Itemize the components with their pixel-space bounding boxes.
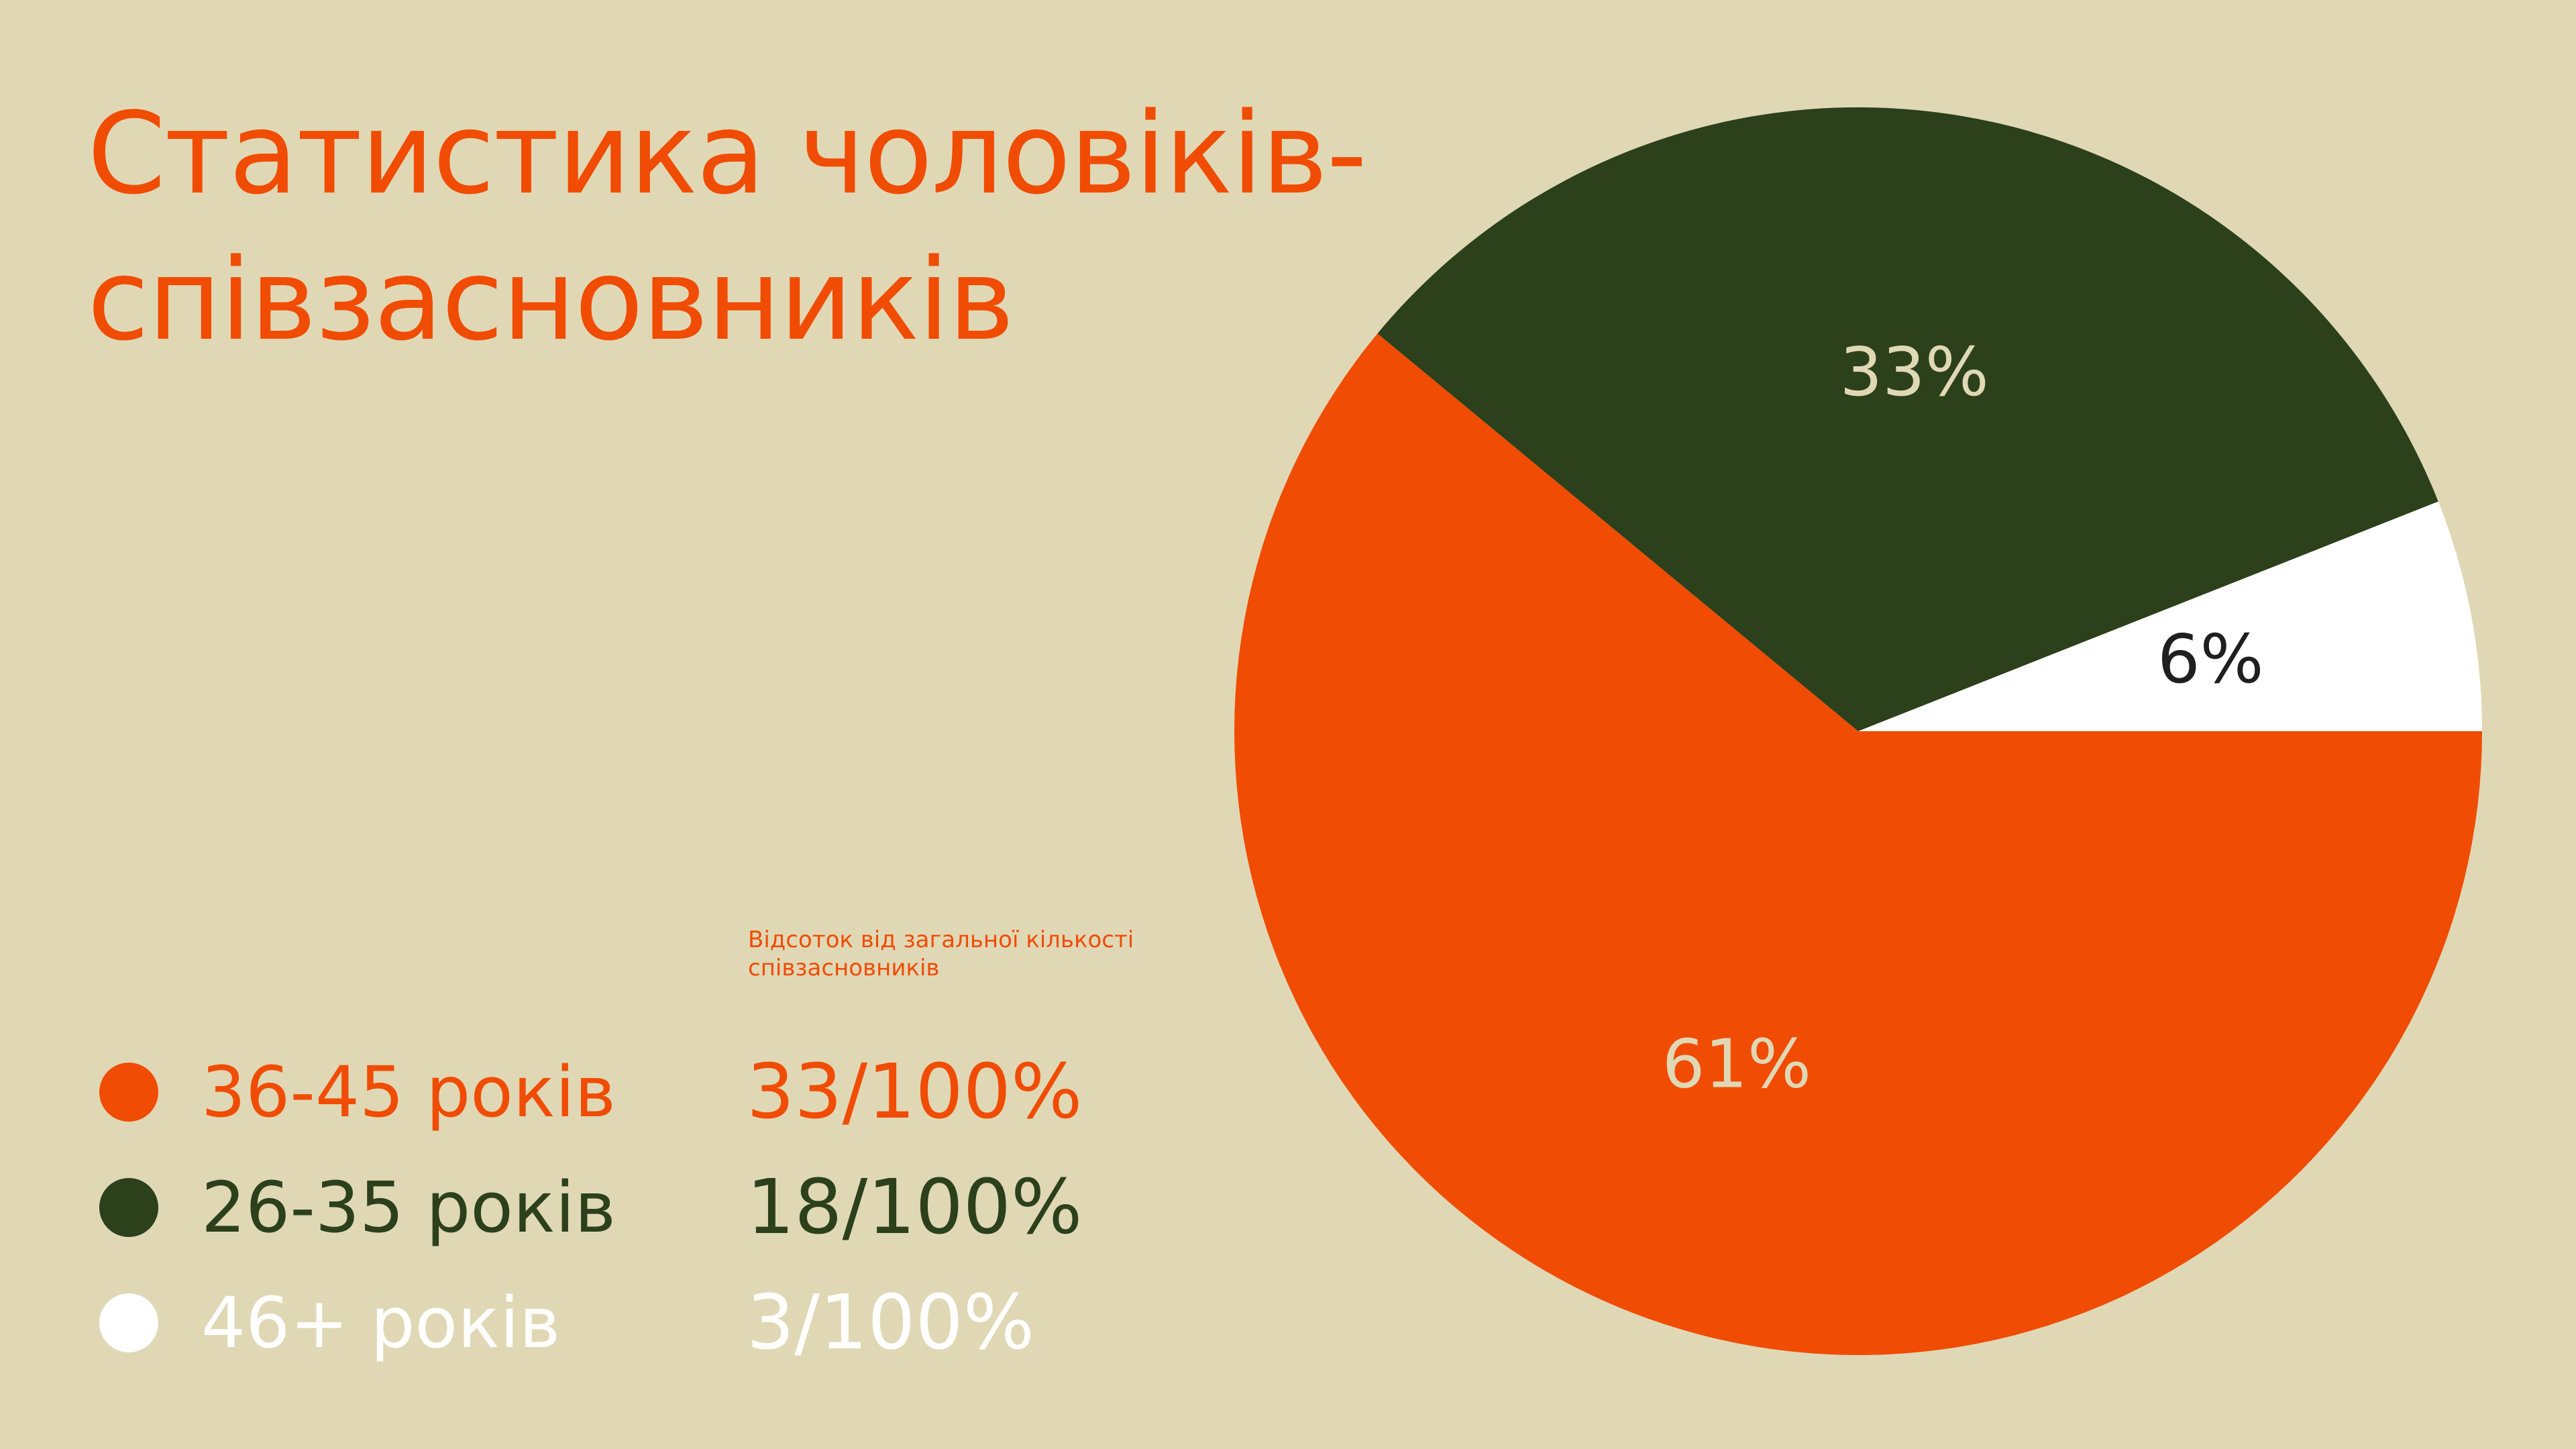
pie-slice-1 xyxy=(1234,333,2482,1355)
legend-row-46-plus: 46+ років 3/100% xyxy=(99,1277,1173,1393)
legend-value: 33/100% xyxy=(747,1049,1083,1136)
legend-label: 26-35 років xyxy=(201,1167,616,1248)
legend-dot-orange-icon xyxy=(99,1063,158,1122)
legend-label: 36-45 років xyxy=(201,1051,616,1133)
legend-row-26-35: 26-35 років 18/100% xyxy=(99,1162,1173,1277)
legend-label: 46+ років xyxy=(201,1282,561,1364)
legend-note: Відсоток від загальної кількості співзас… xyxy=(748,926,1134,981)
pie-slice-label-3: 6% xyxy=(2157,620,2264,698)
legend-value: 18/100% xyxy=(747,1164,1083,1251)
pie-slice-label-2: 33% xyxy=(1840,333,1989,411)
legend-row-36-45: 36-45 років 33/100% xyxy=(99,1046,1173,1162)
pie-slice-3 xyxy=(1858,501,2482,731)
page-title: Статистика чоловіків-співзасновників xyxy=(87,88,1367,366)
legend-dot-green-icon xyxy=(99,1178,158,1237)
pie-slice-label-1: 61% xyxy=(1662,1024,1811,1103)
pie-chart: 61% 33% 6% xyxy=(1234,107,2482,1355)
legend-dot-white-icon xyxy=(99,1293,158,1352)
pie-slice-2 xyxy=(1377,107,2438,731)
legend: 36-45 років 33/100% 26-35 років 18/100% … xyxy=(99,1046,1173,1393)
legend-value: 3/100% xyxy=(747,1279,1035,1366)
